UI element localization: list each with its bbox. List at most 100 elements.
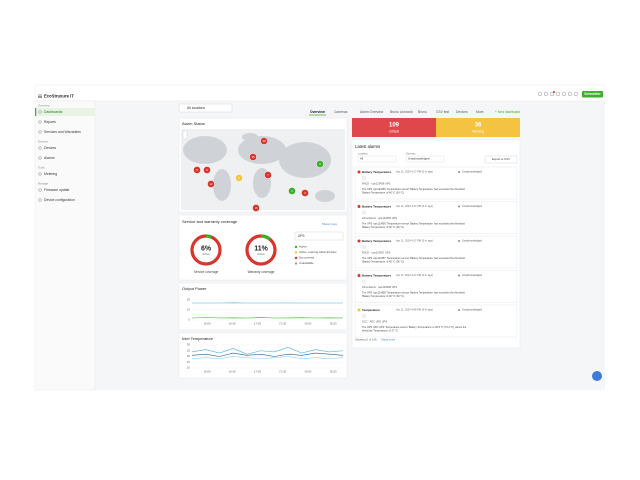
alarm-text: The UPS 'ups123458' Temperature sensor '… xyxy=(362,291,465,297)
tab[interactable]: Overview xyxy=(310,110,325,114)
nav-icon xyxy=(38,130,42,134)
brand-button xyxy=(582,91,603,98)
legend-label: Active xyxy=(299,245,307,249)
gauge-value: 6% xyxy=(201,245,212,252)
header-icon xyxy=(538,91,543,96)
alarm-device: RACK · ups123457 UPS xyxy=(362,251,391,255)
nav-active xyxy=(35,108,95,116)
tab[interactable]: Devices xyxy=(456,110,468,114)
alarm-count-label: Critical xyxy=(389,129,399,133)
map-marker[interactable] xyxy=(203,166,211,174)
y-tick-label: 10 xyxy=(187,308,191,312)
map-marker-label: 6 xyxy=(319,162,321,166)
legend-dot xyxy=(294,245,298,249)
device-icon xyxy=(362,176,366,180)
filter-box xyxy=(357,155,397,163)
nav-item[interactable]: Metering xyxy=(44,172,57,176)
x-tick-label: 17:00 xyxy=(254,370,261,374)
section-label: Tools xyxy=(38,166,45,170)
map-marker[interactable] xyxy=(301,189,309,197)
location-select xyxy=(178,103,233,113)
new-dashboard[interactable]: + New dashboard xyxy=(495,110,520,114)
map-marker[interactable] xyxy=(193,166,201,174)
filter-value[interactable]: Unacknowledged xyxy=(408,157,430,161)
alarm-text: The UPS 'ups123456' Temperature sensor '… xyxy=(362,222,465,228)
nav-item[interactable]: Firmware update xyxy=(44,188,70,192)
header-icon xyxy=(550,91,555,96)
map-marker[interactable] xyxy=(288,187,296,195)
y-tick-label: 15 xyxy=(187,360,191,364)
map-marker-label: 4 xyxy=(291,189,293,193)
tab[interactable]: More xyxy=(476,110,484,114)
alarm-show-more[interactable]: Show more xyxy=(381,338,396,342)
x-tick-label: 16:30 xyxy=(229,370,236,374)
header-icon xyxy=(574,91,579,96)
map-marker[interactable] xyxy=(207,180,215,188)
nav-item[interactable]: Device configuration xyxy=(44,198,75,202)
tab[interactable]: Cameras xyxy=(334,110,348,114)
header-icon xyxy=(562,91,567,96)
status-icon xyxy=(458,205,460,208)
tab[interactable]: Bruno xyxy=(418,110,427,114)
data-line xyxy=(191,346,344,355)
gauge-sub: Active xyxy=(257,252,265,256)
brand-button-text[interactable]: Schneider xyxy=(584,92,601,96)
filter-box xyxy=(405,155,445,163)
x-tick-label: 17:00 xyxy=(254,322,261,326)
nav-item[interactable]: Alarms xyxy=(44,156,55,160)
nav-icon xyxy=(38,120,42,124)
legend-dot xyxy=(294,262,298,265)
gauge-arc xyxy=(205,234,212,239)
brand: EcoStruxure IT xyxy=(44,94,74,99)
alarm-title: Battery Temperature xyxy=(362,204,391,208)
x-tick-label: 17:30 xyxy=(279,370,286,374)
data-line xyxy=(191,317,344,319)
export-button-text[interactable]: Export to CSV xyxy=(492,157,510,161)
nav-item[interactable]: Devices xyxy=(44,146,56,150)
zoom xyxy=(182,130,188,140)
device-icon xyxy=(362,245,366,249)
tab[interactable]: CSV test xyxy=(436,110,449,114)
alarm-time: Apr 11, 2024 4:08 PM (3 hr ago) xyxy=(396,308,433,312)
filter-value[interactable]: All xyxy=(360,157,363,161)
tab[interactable]: Bruno Leonardi xyxy=(390,110,413,114)
status-icon xyxy=(458,309,460,311)
x-tick-label: 16:00 xyxy=(204,322,211,326)
alarm-severity xyxy=(357,239,361,243)
filter-select-text[interactable]: UPS xyxy=(298,234,305,238)
alarm-status: Unacknowledged xyxy=(462,273,482,277)
legend-dot xyxy=(294,251,298,254)
alarm-item xyxy=(354,270,518,303)
header-icon xyxy=(544,91,549,96)
y-tick-label: 0 xyxy=(188,318,190,322)
nav-item[interactable]: Services and Warranties xyxy=(44,130,81,134)
map-marker[interactable] xyxy=(316,160,324,168)
filter-select xyxy=(294,231,344,241)
map-marker[interactable] xyxy=(260,137,268,145)
gauge-arc xyxy=(260,234,271,241)
nav-item[interactable]: Dashboards xyxy=(44,110,63,114)
nav-item[interactable]: Reports xyxy=(44,120,56,124)
alarm-item xyxy=(354,166,518,200)
export-button xyxy=(484,155,518,164)
nav-bar xyxy=(35,108,37,116)
map-marker[interactable] xyxy=(264,171,272,179)
map-marker-label: 7 xyxy=(267,173,269,177)
map-marker-label: 5 xyxy=(196,168,198,172)
device-icon xyxy=(362,314,366,318)
map-marker[interactable] xyxy=(252,204,260,212)
status-icon xyxy=(458,171,460,173)
header-icon xyxy=(556,91,561,96)
alarm-item xyxy=(354,304,518,338)
help-button[interactable] xyxy=(592,371,602,381)
show-more[interactable]: Show more xyxy=(322,222,338,226)
alarm-time: Apr 11, 2024 4:17 PM (3 hr ago) xyxy=(396,239,433,243)
tab[interactable]: Alarm Overview xyxy=(360,110,384,114)
location-select-text[interactable]: All locations xyxy=(187,106,205,110)
map-marker[interactable] xyxy=(249,153,257,161)
x-tick-label: 18:30 xyxy=(330,322,337,326)
card-title: Latest alarms xyxy=(355,144,380,149)
alarm-title: Temperature xyxy=(362,308,380,312)
map-marker[interactable] xyxy=(235,174,243,182)
